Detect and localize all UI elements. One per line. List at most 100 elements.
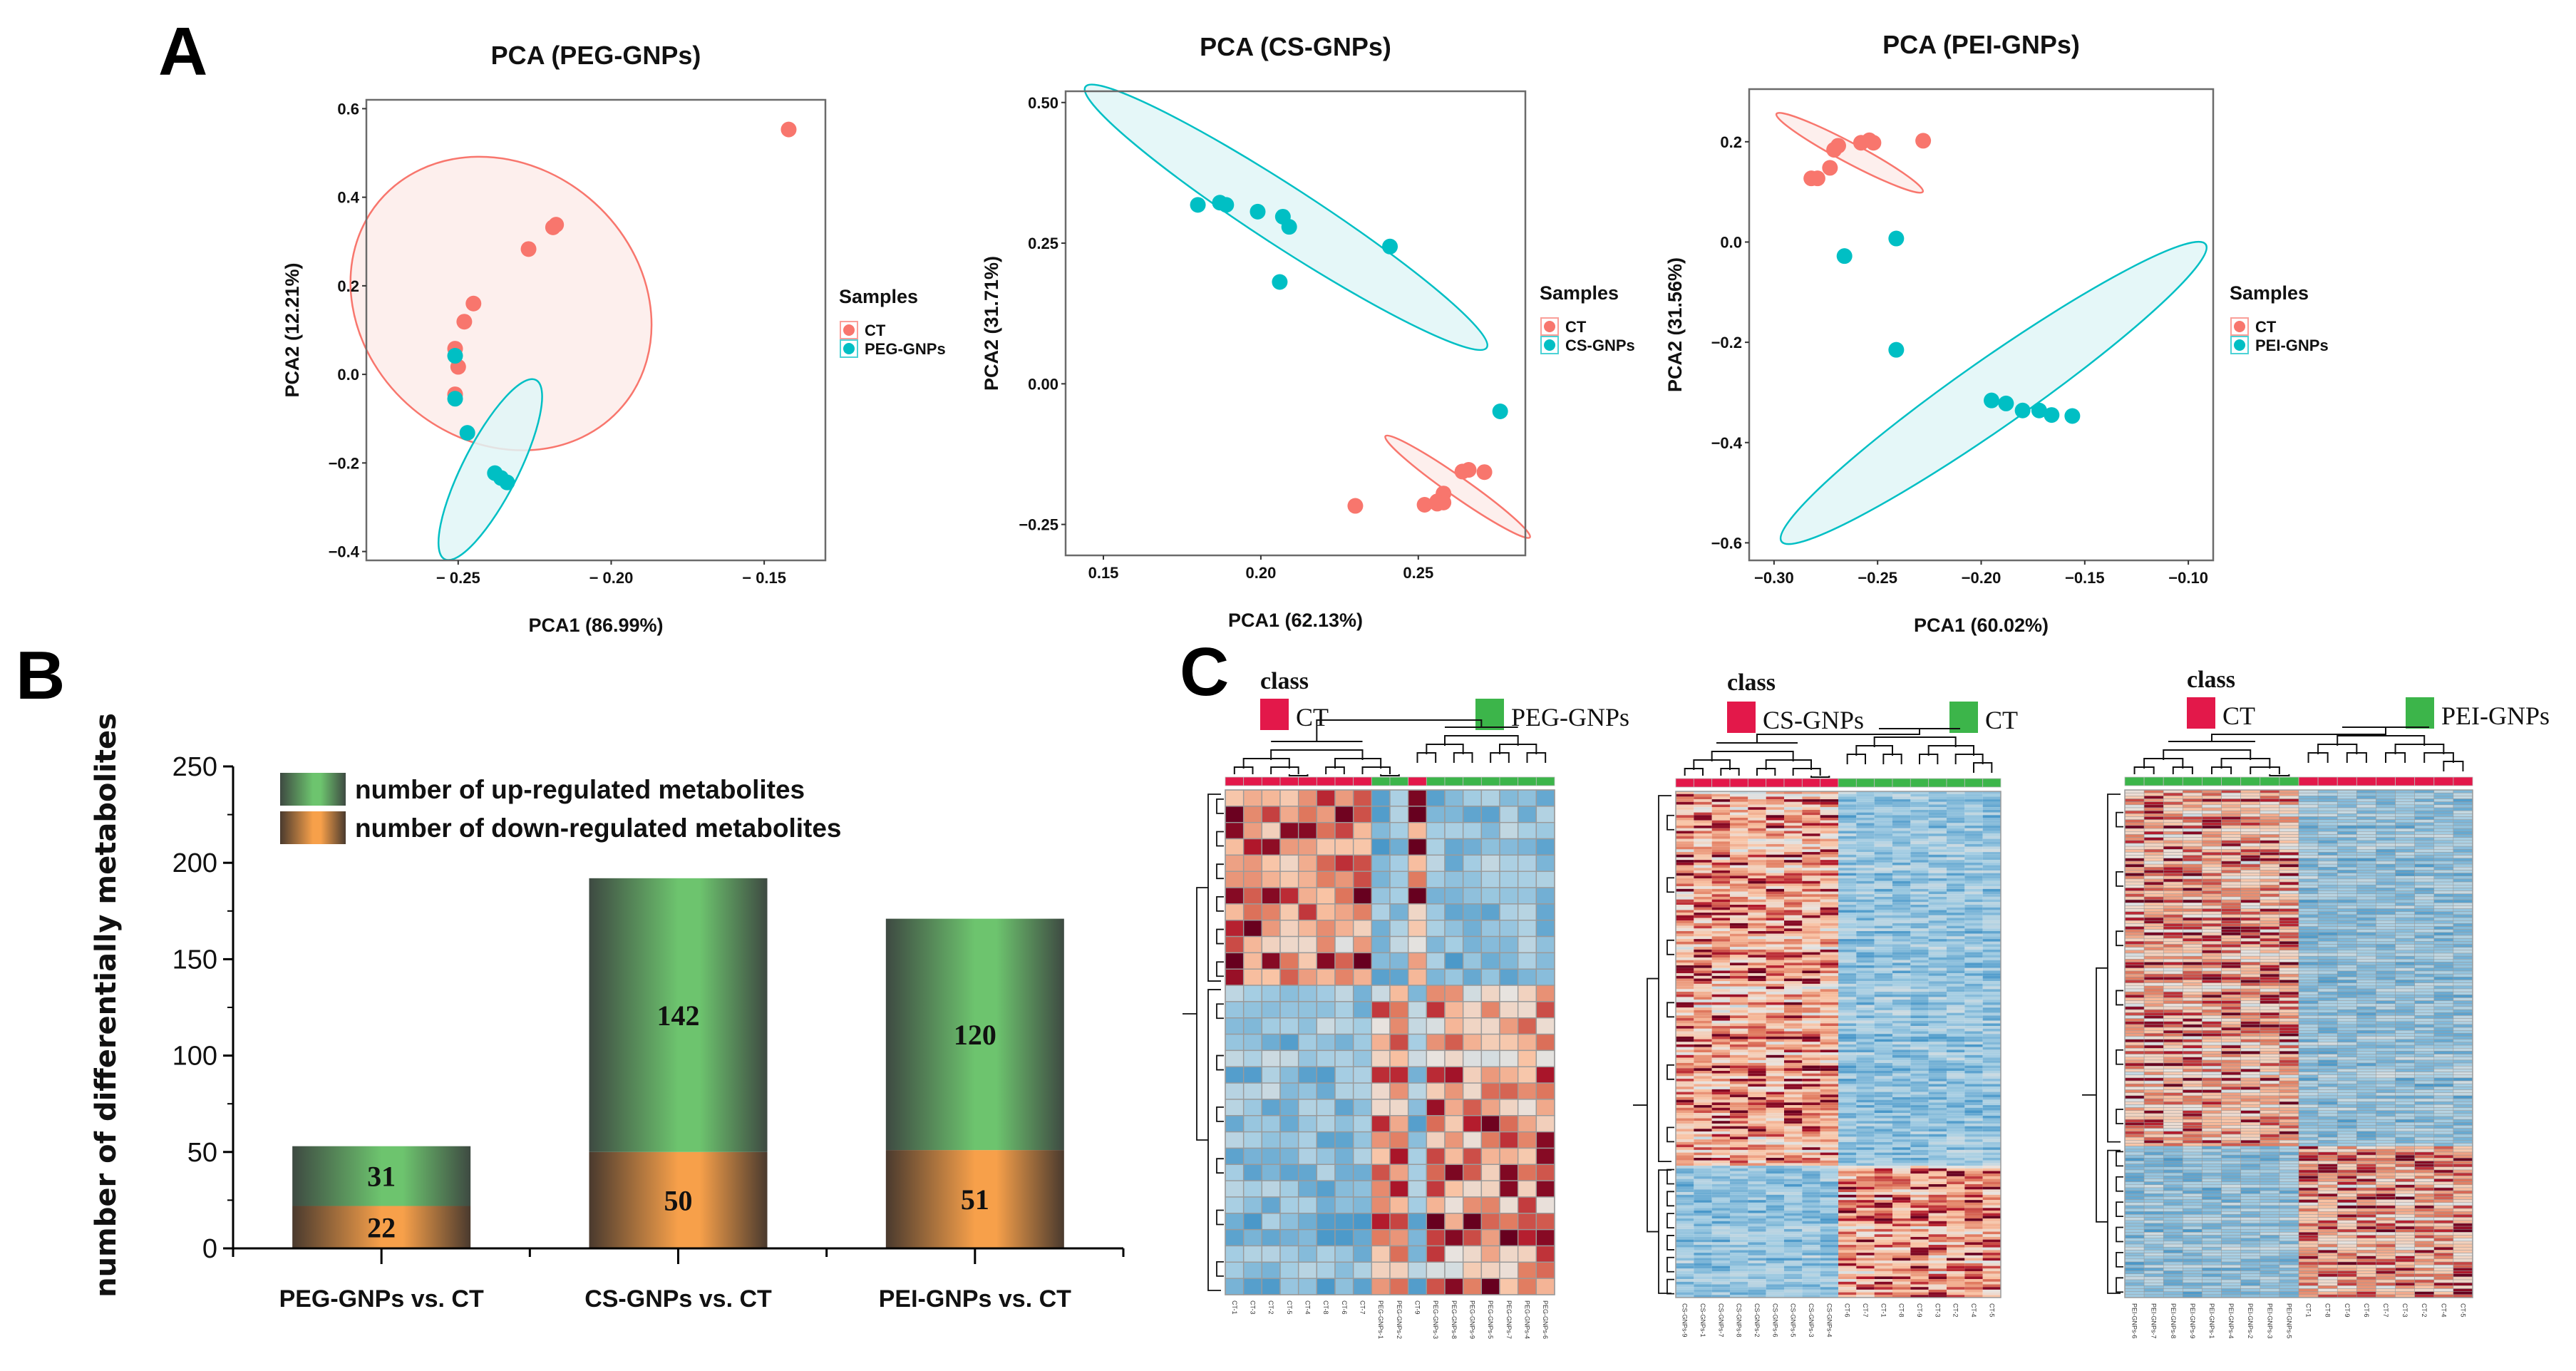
heatmap-cell <box>1748 1012 1766 1016</box>
heatmap-cell <box>1928 791 1947 794</box>
heatmap-cell <box>1407 806 1428 823</box>
heatmap-cell <box>1910 1268 1929 1272</box>
heatmap-cell <box>1802 1197 1820 1201</box>
heatmap-cell <box>2260 846 2280 850</box>
heatmap-cell <box>1910 1034 1929 1037</box>
heatmap-cell <box>1928 1202 1947 1206</box>
heatmap-cell <box>1517 1017 1537 1035</box>
heatmap-cell <box>1874 1216 1892 1219</box>
heatmap-cell <box>1802 965 1820 968</box>
heatmap-cell <box>1982 1186 2001 1190</box>
heatmap-cell <box>1279 1228 1299 1247</box>
heatmap-cell <box>1910 1039 1929 1042</box>
heatmap-cell <box>1711 1126 1730 1129</box>
heatmap-cell <box>1802 960 1820 963</box>
heatmap-cell <box>1462 903 1483 921</box>
heatmap-cell <box>1694 910 1712 913</box>
heatmap-cell <box>1838 925 1857 929</box>
heatmap-cell <box>1694 1176 1712 1179</box>
heatmap-cell <box>1820 1012 1838 1016</box>
heatmap-cell <box>1802 1192 1820 1195</box>
heatmap-cell <box>1462 1115 1483 1133</box>
heatmap-cell <box>1784 986 1803 990</box>
heatmap-cell <box>1784 994 1803 997</box>
heatmap-cell <box>2433 810 2454 814</box>
heatmap-cell <box>1748 973 1766 976</box>
class-annotation-cell <box>2337 776 2357 786</box>
heatmap-cell <box>1838 896 1857 900</box>
heatmap-cell <box>1982 905 2001 908</box>
dendrogram-leaf <box>1666 1213 1674 1229</box>
heatmap-cell <box>1711 1054 1730 1058</box>
heatmap-cell <box>1766 1234 1784 1237</box>
heatmap-cell <box>1694 801 1712 805</box>
heatmap-cell <box>1711 1258 1730 1261</box>
heatmap-cell <box>1784 1031 1803 1034</box>
heatmap-cell <box>1711 1273 1730 1277</box>
heatmap-cell <box>2453 870 2473 873</box>
heatmap-cell <box>1676 1087 1694 1089</box>
heatmap-cell <box>1784 1139 1803 1142</box>
heatmap-cell <box>1820 1084 1838 1087</box>
heatmap-cell <box>1462 854 1483 872</box>
heatmap-cell <box>1444 952 1464 970</box>
heatmap-cell <box>2298 825 2319 829</box>
heatmap-cell <box>1711 1250 1730 1253</box>
heatmap-cell <box>1838 1221 1857 1224</box>
heatmap-cell <box>1910 944 1929 948</box>
heatmap-cell <box>1316 1049 1336 1067</box>
heatmap-cell <box>1856 1141 1875 1145</box>
heatmap-cell <box>1279 1213 1299 1231</box>
heatmap-cell <box>1676 1073 1694 1077</box>
heatmap-cell <box>1892 910 1911 913</box>
heatmap-cell <box>1711 1042 1730 1044</box>
heatmap-cell <box>1947 807 1965 810</box>
heatmap-cell <box>1874 838 1892 842</box>
heatmap-cell <box>1748 1107 1766 1111</box>
heatmap-cell <box>1261 1049 1281 1067</box>
heatmap-cell <box>1874 820 1892 823</box>
heatmap-cell <box>1910 1070 1929 1074</box>
heatmap-cell <box>1676 962 1694 966</box>
heatmap-cell <box>1820 1228 1838 1232</box>
column-label: CS-GNPs-2 <box>1753 1303 1761 1337</box>
heatmap-cell <box>1444 1180 1464 1198</box>
heatmap-cell <box>2240 873 2261 876</box>
heatmap-cell <box>1766 1171 1784 1174</box>
heatmap-cell <box>1694 888 1712 892</box>
heatmap-cell <box>1802 823 1820 826</box>
heatmap-cell <box>1694 1194 1712 1198</box>
heatmap-cell <box>1766 1107 1784 1111</box>
heatmap-cell <box>1730 952 1748 955</box>
heatmap-cell <box>1838 1171 1857 1174</box>
heatmap-cell <box>1694 1234 1712 1237</box>
heatmap-cell <box>1802 1247 1820 1251</box>
heatmap-cell <box>1928 907 1947 910</box>
heatmap-cell <box>1964 1292 1983 1295</box>
heatmap-cell <box>1676 997 1694 1000</box>
heatmap-cell <box>1910 1152 1929 1156</box>
heatmap-cell <box>1928 838 1947 842</box>
heatmap-cell <box>1820 899 1838 903</box>
heatmap-cell <box>1766 947 1784 950</box>
heatmap-cell <box>1444 1099 1464 1116</box>
heatmap-cell <box>2337 813 2357 817</box>
heatmap-cell <box>2202 849 2222 853</box>
heatmap-cell <box>2414 792 2435 796</box>
heatmap-cell <box>2356 849 2376 853</box>
heatmap-cell <box>1856 936 1875 940</box>
heatmap-cell <box>1820 1076 1838 1079</box>
heatmap-cell <box>1802 1171 1820 1174</box>
heatmap-cell <box>1910 1126 1929 1129</box>
heatmap-cell <box>1676 1042 1694 1044</box>
heatmap-cell <box>1820 1065 1838 1069</box>
heatmap-cell <box>1784 1189 1803 1193</box>
heatmap-cell <box>1371 1261 1391 1279</box>
dendrogram-leaf <box>1216 1260 1224 1277</box>
heatmap-cell <box>1784 854 1803 858</box>
heatmap-cell <box>1947 1144 1965 1148</box>
class-annotation-cell <box>1279 776 1299 786</box>
heatmap-cell <box>1225 1001 1245 1019</box>
heatmap-cell <box>2260 867 2280 871</box>
heatmap-cell <box>1784 1047 1803 1050</box>
